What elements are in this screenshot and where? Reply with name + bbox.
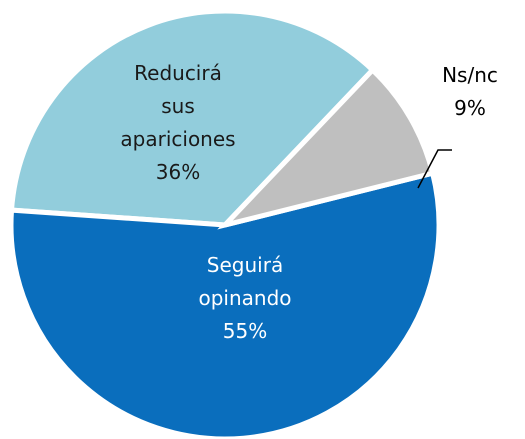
category-label: Reducirá sus apariciones bbox=[120, 61, 235, 151]
slice-label: Ns/nc 9% bbox=[442, 63, 498, 120]
slice-label: Reducirá sus apariciones 36% bbox=[120, 61, 235, 184]
slice-label: Seguirá opinando 55% bbox=[198, 253, 291, 343]
pie-slice bbox=[8, 8, 377, 228]
pie-slice bbox=[217, 66, 436, 230]
value-label: 9% bbox=[454, 96, 486, 120]
pie-slice bbox=[8, 170, 442, 439]
category-label: Ns/nc bbox=[442, 63, 498, 87]
category-label: Seguirá opinando bbox=[198, 253, 291, 310]
value-label: 36% bbox=[156, 160, 200, 184]
leader-line bbox=[417, 149, 452, 189]
value-label: 55% bbox=[223, 319, 267, 343]
